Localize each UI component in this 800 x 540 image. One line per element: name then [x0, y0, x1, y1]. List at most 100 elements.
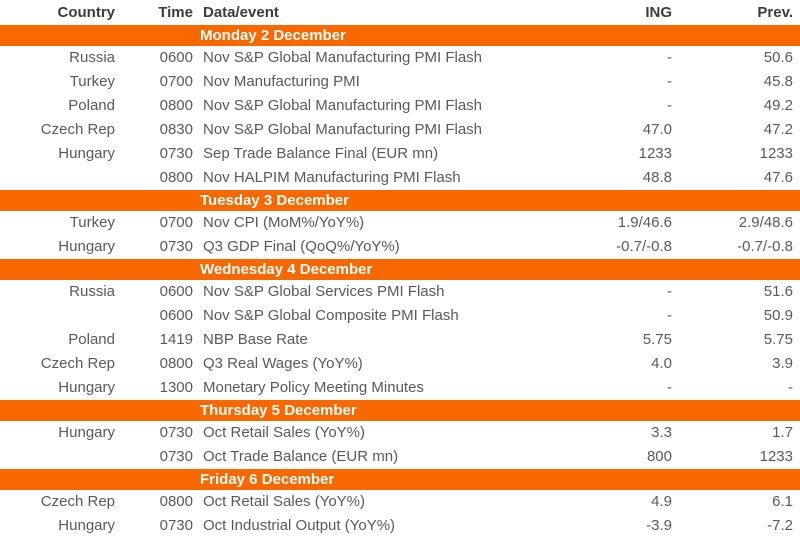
- section-banner: Monday 2 December: [0, 25, 800, 46]
- event-cell: Oct Trade Balance (EUR mn): [203, 448, 399, 465]
- ing-value-cell: -: [667, 307, 672, 324]
- time-cell: 1419: [159, 331, 193, 348]
- time-cell: 0600: [159, 307, 193, 324]
- table-row: Hungary 1300 Monetary Policy Meeting Minut…: [0, 376, 800, 400]
- time-cell: 0830: [159, 121, 193, 138]
- time-cell: 0800: [159, 493, 193, 510]
- table-row: Russia 0600 Nov S&P Global Manufacturing P…: [0, 46, 800, 70]
- event-cell: Nov Manufacturing PMI: [203, 73, 360, 90]
- prev-value-cell: 5.75: [763, 331, 793, 348]
- ing-value-cell: 48.8: [642, 169, 672, 186]
- event-cell: Nov HALPIM Manufacturing PMI Flash: [203, 169, 461, 186]
- table-row: Czech Rep 0800 Oct Retail Sales (YoY%) 4.9 6…: [0, 490, 800, 514]
- time-cell: 0600: [159, 283, 193, 300]
- prev-value-cell: 49.2: [763, 97, 793, 114]
- event-cell: Nov S&P Global Manufacturing PMI Flash: [203, 97, 483, 114]
- country-cell: Hungary: [58, 379, 115, 396]
- time-cell: 0800: [159, 97, 193, 114]
- prev-value-cell: 51.6: [763, 283, 793, 300]
- column-header-event: Data/event: [203, 3, 279, 21]
- country-cell: Hungary: [58, 238, 115, 255]
- section-banner: Thursday 5 December: [0, 400, 800, 421]
- ing-value-cell: -: [667, 49, 672, 66]
- event-cell: Sep Trade Balance Final (EUR mn): [203, 145, 439, 162]
- event-cell: Q3 GDP Final (QoQ%/YoY%): [203, 238, 400, 255]
- table-row: Hungary 0730 Oct Industrial Output (YoY%) -…: [0, 514, 800, 538]
- table-row: Turkey 0700 Nov Manufacturing PMI - 45.8: [0, 70, 800, 94]
- prev-value-cell: 1233: [759, 448, 793, 465]
- prev-value-cell: -: [788, 379, 793, 396]
- country-cell: Czech Rep: [40, 493, 115, 510]
- ing-value-cell: 47.0: [642, 121, 672, 138]
- ing-value-cell: 3.3: [651, 424, 672, 441]
- country-cell: Russia: [69, 283, 115, 300]
- ing-value-cell: -3.9: [646, 517, 672, 534]
- table-row: Czech Rep 0830 Nov S&P Global Manufacturin…: [0, 118, 800, 142]
- table-row: 0800 Nov HALPIM Manufacturing PMI Flash 48…: [0, 166, 800, 190]
- section-banner: Friday 6 December: [0, 469, 800, 490]
- time-cell: 0800: [159, 169, 193, 186]
- country-cell: Czech Rep: [40, 121, 115, 138]
- prev-value-cell: 3.9: [772, 355, 793, 372]
- time-cell: 0730: [159, 145, 193, 162]
- ing-value-cell: 1.9/46.6: [617, 214, 672, 231]
- event-cell: NBP Base Rate: [203, 331, 308, 348]
- ing-value-cell: -: [667, 379, 672, 396]
- time-cell: 0600: [159, 49, 193, 66]
- country-cell: Russia: [69, 49, 115, 66]
- event-cell: Nov S&P Global Services PMI Flash: [203, 283, 445, 300]
- table-row: Poland 1419 NBP Base Rate 5.75 5.75: [0, 328, 800, 352]
- country-cell: Hungary: [58, 424, 115, 441]
- time-cell: 1300: [159, 379, 193, 396]
- prev-value-cell: 47.6: [763, 169, 793, 186]
- event-cell: Oct Retail Sales (YoY%): [203, 424, 366, 441]
- country-cell: Hungary: [58, 517, 115, 534]
- ing-value-cell: -: [667, 283, 672, 300]
- section-banner: Tuesday 3 December: [0, 190, 800, 211]
- table-header-row: Country Time Data/event ING Prev.: [0, 0, 800, 25]
- column-header-time: Time: [158, 3, 193, 21]
- prev-value-cell: 50.6: [763, 49, 793, 66]
- table-body: Monday 2 December Russia 0600 Nov S&P Globa…: [0, 25, 800, 538]
- country-cell: Poland: [68, 331, 115, 348]
- time-cell: 0800: [159, 355, 193, 372]
- ing-value-cell: -: [667, 73, 672, 90]
- table-row: 0600 Nov S&P Global Composite PMI Flash - 5…: [0, 304, 800, 328]
- ing-value-cell: 4.9: [651, 493, 672, 510]
- prev-value-cell: 50.9: [763, 307, 793, 324]
- prev-value-cell: 1233: [759, 145, 793, 162]
- time-cell: 0700: [159, 73, 193, 90]
- table-row: 0730 Oct Trade Balance (EUR mn) 800 1233: [0, 445, 800, 469]
- ing-value-cell: -: [667, 97, 672, 114]
- country-cell: Turkey: [69, 214, 115, 231]
- section-banner: Wednesday 4 December: [0, 259, 800, 280]
- prev-value-cell: -0.7/-0.8: [737, 238, 793, 255]
- country-cell: Poland: [68, 97, 115, 114]
- table-row: Turkey 0700 Nov CPI (MoM%/YoY%) 1.9/46.6 2.9…: [0, 211, 800, 235]
- ing-value-cell: -0.7/-0.8: [616, 238, 672, 255]
- event-cell: Oct Industrial Output (YoY%): [203, 517, 396, 534]
- event-cell: Nov S&P Global Manufacturing PMI Flash: [203, 49, 483, 66]
- time-cell: 0700: [159, 214, 193, 231]
- event-cell: Monetary Policy Meeting Minutes: [203, 379, 424, 396]
- country-cell: Turkey: [69, 73, 115, 90]
- table-row: Hungary 0730 Oct Retail Sales (YoY%) 3.3 1.7: [0, 421, 800, 445]
- prev-value-cell: 6.1: [772, 493, 793, 510]
- column-header-country: Country: [57, 3, 116, 21]
- country-cell: Hungary: [58, 145, 115, 162]
- ing-value-cell: 1233: [638, 145, 672, 162]
- prev-value-cell: 47.2: [763, 121, 793, 138]
- event-cell: Nov S&P Global Manufacturing PMI Flash: [203, 121, 483, 138]
- table-row: Hungary 0730 Sep Trade Balance Final (EUR …: [0, 142, 800, 166]
- time-cell: 0730: [159, 448, 193, 465]
- time-cell: 0730: [159, 238, 193, 255]
- table-row: Czech Rep 0800 Q3 Real Wages (YoY%) 4.0 3.9: [0, 352, 800, 376]
- ing-value-cell: 4.0: [651, 355, 672, 372]
- event-cell: Q3 Real Wages (YoY%): [203, 355, 363, 372]
- country-cell: Czech Rep: [40, 355, 115, 372]
- column-header-prev: Prev.: [757, 3, 793, 21]
- event-cell: Oct Retail Sales (YoY%): [203, 493, 366, 510]
- time-cell: 0730: [159, 517, 193, 534]
- prev-value-cell: 45.8: [763, 73, 793, 90]
